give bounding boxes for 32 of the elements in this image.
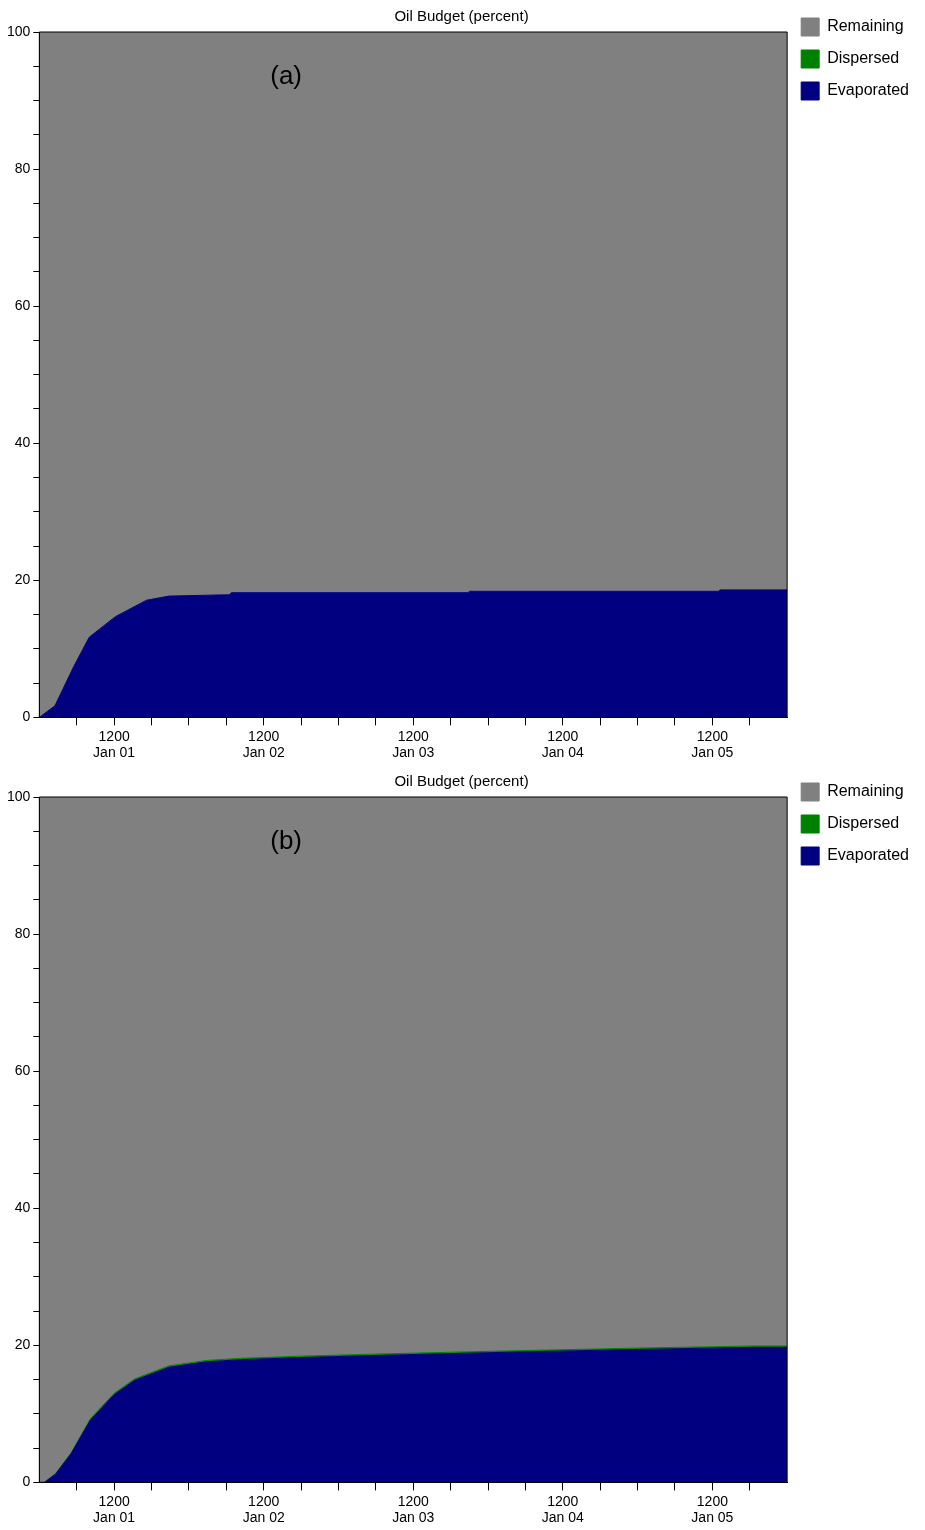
legend-label: Evaporated (827, 81, 910, 99)
legend-label: Evaporated (827, 846, 910, 864)
y-tick-label: 100 (7, 22, 31, 39)
y-tick-label: 40 (14, 1199, 31, 1216)
y-tick-label: 60 (14, 297, 31, 314)
legend-label: Dispersed (827, 814, 900, 832)
y-tick-label: 80 (14, 924, 31, 941)
chart-title: Oil Budget (percent) (394, 772, 529, 790)
x-tick-label: 1200 Jan 03 (392, 1492, 435, 1526)
y-tick-label: 100 (7, 787, 31, 804)
annotation: (a) (270, 60, 303, 90)
y-tick-label: 80 (14, 159, 31, 176)
x-tick-label: 1200 Jan 01 (93, 727, 136, 761)
legend-label: Remaining (827, 17, 904, 35)
annotation: (b) (270, 825, 303, 855)
x-tick-label: 1200 Jan 04 (541, 1492, 585, 1526)
y-tick-label: 60 (14, 1062, 31, 1079)
x-tick-label: 1200 Jan 04 (541, 727, 585, 761)
y-tick-label: 40 (14, 434, 31, 451)
x-tick-label: 1200 Jan 02 (242, 727, 285, 761)
legend-label: Remaining (827, 782, 904, 800)
y-tick-label: 20 (14, 1336, 31, 1353)
x-tick-label: 1200 Jan 05 (691, 727, 734, 761)
legend-label: Dispersed (827, 49, 900, 67)
y-tick-label: 20 (14, 571, 31, 588)
x-tick-label: 1200 Jan 02 (242, 1492, 285, 1526)
y-tick-label: 0 (22, 1473, 31, 1490)
chart-title: Oil Budget (percent) (394, 7, 529, 25)
y-tick-label: 0 (22, 708, 31, 725)
x-tick-label: 1200 Jan 01 (93, 1492, 136, 1526)
x-tick-label: 1200 Jan 05 (691, 1492, 734, 1526)
x-tick-label: 1200 Jan 03 (392, 727, 435, 761)
